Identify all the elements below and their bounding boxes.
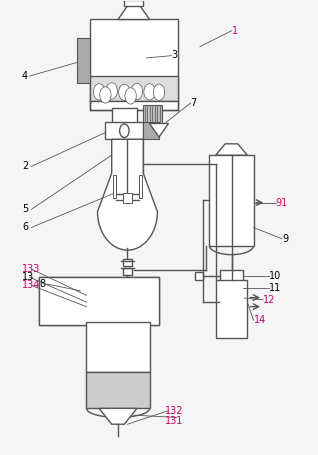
- Bar: [77, 38, 90, 83]
- Circle shape: [119, 84, 130, 101]
- Text: 8: 8: [39, 279, 45, 289]
- Bar: [216, 279, 247, 339]
- Bar: [124, 0, 143, 6]
- Text: 2: 2: [22, 162, 28, 172]
- Circle shape: [131, 83, 142, 100]
- Text: 133: 133: [22, 264, 40, 274]
- Bar: [220, 283, 243, 293]
- Bar: [90, 20, 178, 101]
- Bar: [210, 155, 253, 246]
- Text: 5: 5: [22, 204, 28, 214]
- Bar: [143, 122, 159, 139]
- Polygon shape: [216, 144, 247, 155]
- Bar: [105, 122, 143, 139]
- Bar: [86, 372, 149, 409]
- Bar: [139, 176, 142, 198]
- Bar: [39, 277, 159, 325]
- Circle shape: [93, 84, 105, 100]
- Bar: [219, 294, 244, 302]
- Text: 4: 4: [22, 71, 28, 81]
- Text: 6: 6: [22, 222, 28, 233]
- Bar: [112, 108, 137, 123]
- Text: 91: 91: [276, 197, 288, 207]
- Bar: [123, 268, 132, 275]
- Text: 12: 12: [263, 295, 275, 305]
- Polygon shape: [118, 6, 149, 20]
- Text: 13: 13: [22, 272, 34, 282]
- Bar: [39, 277, 159, 325]
- Circle shape: [100, 87, 111, 103]
- Circle shape: [120, 124, 129, 137]
- Text: 14: 14: [253, 315, 266, 325]
- Bar: [90, 76, 178, 101]
- Polygon shape: [149, 123, 169, 137]
- Text: 3: 3: [172, 50, 178, 60]
- Bar: [86, 323, 149, 372]
- Text: 9: 9: [282, 234, 288, 244]
- Text: 11: 11: [269, 283, 281, 293]
- Polygon shape: [98, 139, 157, 250]
- Text: 7: 7: [190, 98, 197, 108]
- Text: 10: 10: [269, 271, 281, 281]
- Text: 131: 131: [165, 415, 184, 425]
- Bar: [143, 106, 162, 128]
- Bar: [123, 192, 132, 202]
- Bar: [195, 272, 203, 280]
- Bar: [113, 176, 116, 198]
- Circle shape: [125, 88, 136, 104]
- Bar: [123, 259, 132, 266]
- Circle shape: [144, 84, 155, 100]
- Text: 132: 132: [165, 406, 184, 416]
- Bar: [220, 270, 243, 282]
- Polygon shape: [90, 101, 178, 110]
- Circle shape: [106, 83, 117, 99]
- Polygon shape: [99, 409, 137, 424]
- Circle shape: [153, 84, 165, 101]
- Text: 134: 134: [22, 280, 40, 290]
- Text: 1: 1: [232, 26, 238, 36]
